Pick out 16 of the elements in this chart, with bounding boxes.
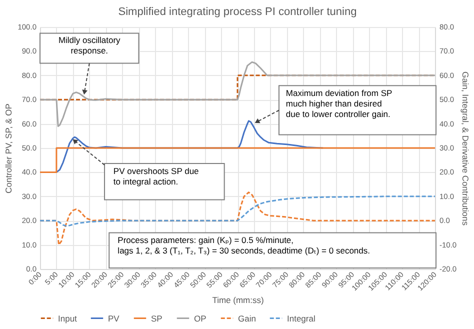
annotation: Process parameters: gain (Kₚ) = 0.5 %/minute, lags 1, 2, & 3 (T₁, T₂, T₃) = 30 seconds, deadtime (Dₜ) = 0 seconds. (118, 235, 370, 256)
legend-label: Gain (238, 313, 256, 324)
annotation: Mildly oscillatory response. (58, 35, 122, 56)
y2-axis-title: Gain, Integral, & Derivative Contributions (460, 71, 471, 226)
y-axis-title: Controller PV, SP, & OP (4, 103, 14, 194)
annotation: Maximum deviation from SP much higher than desired due to lower controller gain. (286, 88, 392, 120)
legend-label: PV (108, 313, 120, 324)
line-series (39, 196, 436, 227)
line-series (39, 61, 436, 127)
x-axis-title: Time (mm:ss) (212, 295, 264, 306)
annotation: PV overshoots SP due to integral action. (113, 166, 200, 186)
legend-label: OP (194, 313, 207, 324)
chart-title: Simplified integrating process PI controller tuning (118, 6, 357, 18)
legend-label: Integral (287, 313, 316, 324)
legend-label: Input (58, 313, 78, 324)
legend-label: SP (151, 313, 163, 324)
